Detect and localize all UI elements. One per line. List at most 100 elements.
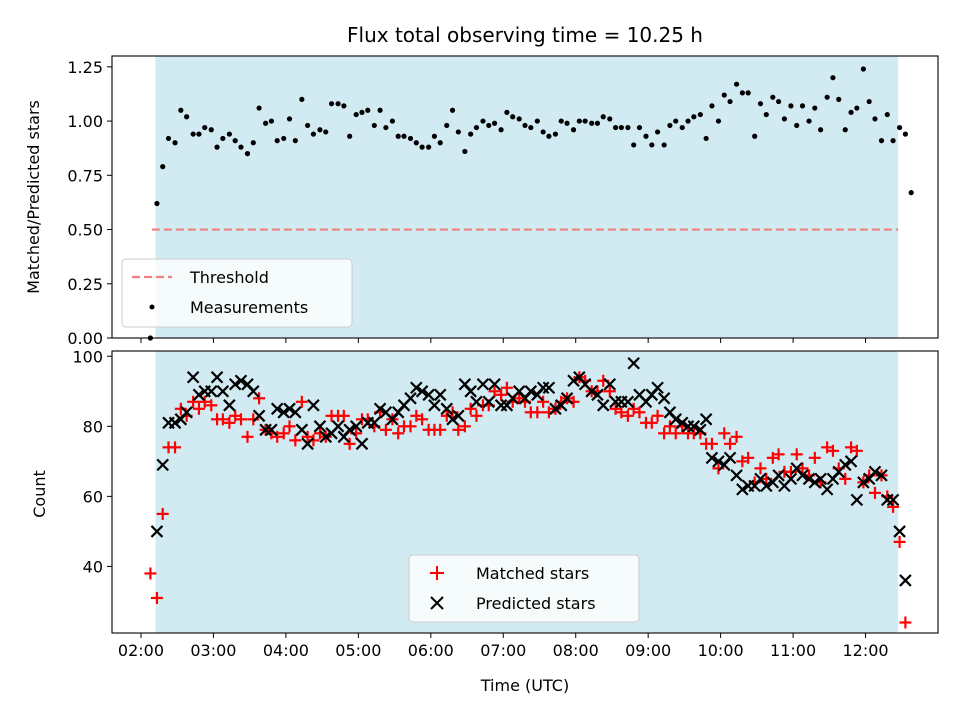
predicted-point bbox=[180, 406, 193, 419]
matched-point bbox=[205, 399, 218, 412]
predicted-point bbox=[464, 385, 477, 398]
top-ytick-label: 0.50 bbox=[67, 221, 103, 240]
matched-point bbox=[796, 462, 809, 475]
measurement-point bbox=[697, 111, 703, 118]
measurement-point bbox=[582, 118, 588, 124]
measurement-point bbox=[661, 142, 667, 148]
predicted-point bbox=[560, 392, 574, 405]
measurement-point bbox=[842, 127, 848, 133]
measurement-point bbox=[654, 129, 661, 135]
measurement-point bbox=[286, 116, 293, 122]
matched-point bbox=[621, 409, 634, 422]
matched-point bbox=[500, 381, 513, 394]
bottom-xtick-label: 08:00 bbox=[553, 641, 599, 660]
measurement-point bbox=[353, 111, 359, 118]
measurement-point bbox=[570, 127, 577, 133]
measurement-point bbox=[812, 105, 818, 111]
predicted-point bbox=[585, 385, 598, 398]
matched-point bbox=[271, 430, 284, 443]
measurement-point bbox=[268, 118, 275, 124]
top-ylabel: Matched/Predicted stars bbox=[24, 100, 43, 294]
predicted-point bbox=[247, 385, 260, 398]
measurement-point bbox=[576, 118, 582, 124]
measurement-point bbox=[250, 140, 256, 146]
measurement-point bbox=[727, 98, 733, 105]
bottom-ytick-label: 40 bbox=[83, 557, 103, 576]
measurement-point bbox=[160, 164, 166, 170]
matched-point bbox=[150, 591, 163, 604]
bottom-xtick-label: 09:00 bbox=[625, 641, 671, 660]
measurement-point bbox=[449, 107, 456, 113]
measurement-point bbox=[733, 81, 740, 87]
measurement-point bbox=[715, 118, 722, 124]
measurement-point bbox=[709, 103, 715, 109]
bottom-xtick-label: 05:00 bbox=[335, 641, 381, 660]
matched-point bbox=[343, 437, 356, 450]
predicted-point bbox=[470, 395, 483, 409]
predicted-point bbox=[875, 469, 888, 482]
legend-predicted-swatch bbox=[430, 596, 444, 610]
measurement-point bbox=[860, 66, 866, 72]
matched-point bbox=[718, 427, 731, 440]
bottom-xlabel: Time (UTC) bbox=[480, 676, 569, 695]
bottom-ytick-label: 60 bbox=[83, 487, 103, 506]
matched-point bbox=[337, 409, 350, 422]
bottom-axes-frame bbox=[111, 350, 939, 634]
measurement-point bbox=[365, 107, 371, 113]
matched-point bbox=[658, 427, 671, 440]
predicted-point bbox=[234, 374, 248, 388]
predicted-point bbox=[760, 479, 773, 493]
predicted-point bbox=[404, 392, 417, 405]
predicted-point bbox=[355, 437, 369, 451]
bottom-xtick-label: 04:00 bbox=[263, 641, 309, 660]
measurement-point bbox=[498, 127, 504, 133]
measurement-point bbox=[739, 90, 745, 96]
measurement-point bbox=[323, 129, 329, 135]
measurement-point bbox=[770, 94, 776, 100]
matched-point bbox=[603, 385, 616, 398]
matched-point bbox=[784, 465, 797, 478]
predicted-point bbox=[675, 416, 689, 430]
measurement-point bbox=[317, 127, 323, 133]
legend-bottom-frame bbox=[408, 554, 640, 623]
bottom-xtick-label: 11:00 bbox=[770, 641, 816, 660]
measurement-point bbox=[884, 111, 890, 118]
predicted-point bbox=[772, 469, 785, 482]
matched-point bbox=[790, 448, 803, 461]
measurement-point bbox=[799, 103, 806, 109]
matched-point bbox=[651, 409, 664, 422]
top-axes-frame bbox=[111, 55, 939, 339]
matched-point bbox=[633, 406, 646, 419]
matched-point bbox=[470, 409, 483, 422]
measurement-point bbox=[631, 142, 637, 148]
matched-point bbox=[289, 434, 302, 447]
predicted-point bbox=[186, 370, 200, 384]
predicted-point bbox=[808, 476, 822, 489]
matched-point bbox=[416, 413, 429, 426]
legend-predicted-label: Predicted stars bbox=[476, 594, 596, 613]
measurement-point bbox=[643, 133, 649, 139]
predicted-point bbox=[850, 493, 864, 507]
predicted-point bbox=[295, 423, 309, 437]
measurement-point bbox=[359, 109, 365, 115]
measurement-point bbox=[896, 124, 903, 131]
matched-point bbox=[295, 395, 308, 408]
predicted-point bbox=[651, 381, 664, 395]
matched-point bbox=[156, 507, 169, 520]
measurement-point bbox=[872, 116, 878, 122]
measurement-point bbox=[444, 122, 450, 129]
predicted-point bbox=[857, 476, 870, 489]
predicted-point bbox=[802, 472, 816, 486]
measurement-point bbox=[389, 118, 396, 124]
measurement-point bbox=[468, 131, 474, 137]
matched-point bbox=[452, 423, 465, 436]
measurement-point bbox=[310, 131, 317, 137]
matched-point bbox=[537, 395, 550, 408]
measurement-point bbox=[546, 133, 552, 139]
measurement-point bbox=[208, 127, 214, 133]
predicted-point bbox=[838, 458, 852, 472]
predicted-point bbox=[844, 455, 858, 468]
measurement-point bbox=[824, 94, 830, 100]
predicted-point bbox=[343, 423, 356, 437]
matched-point bbox=[893, 535, 906, 548]
